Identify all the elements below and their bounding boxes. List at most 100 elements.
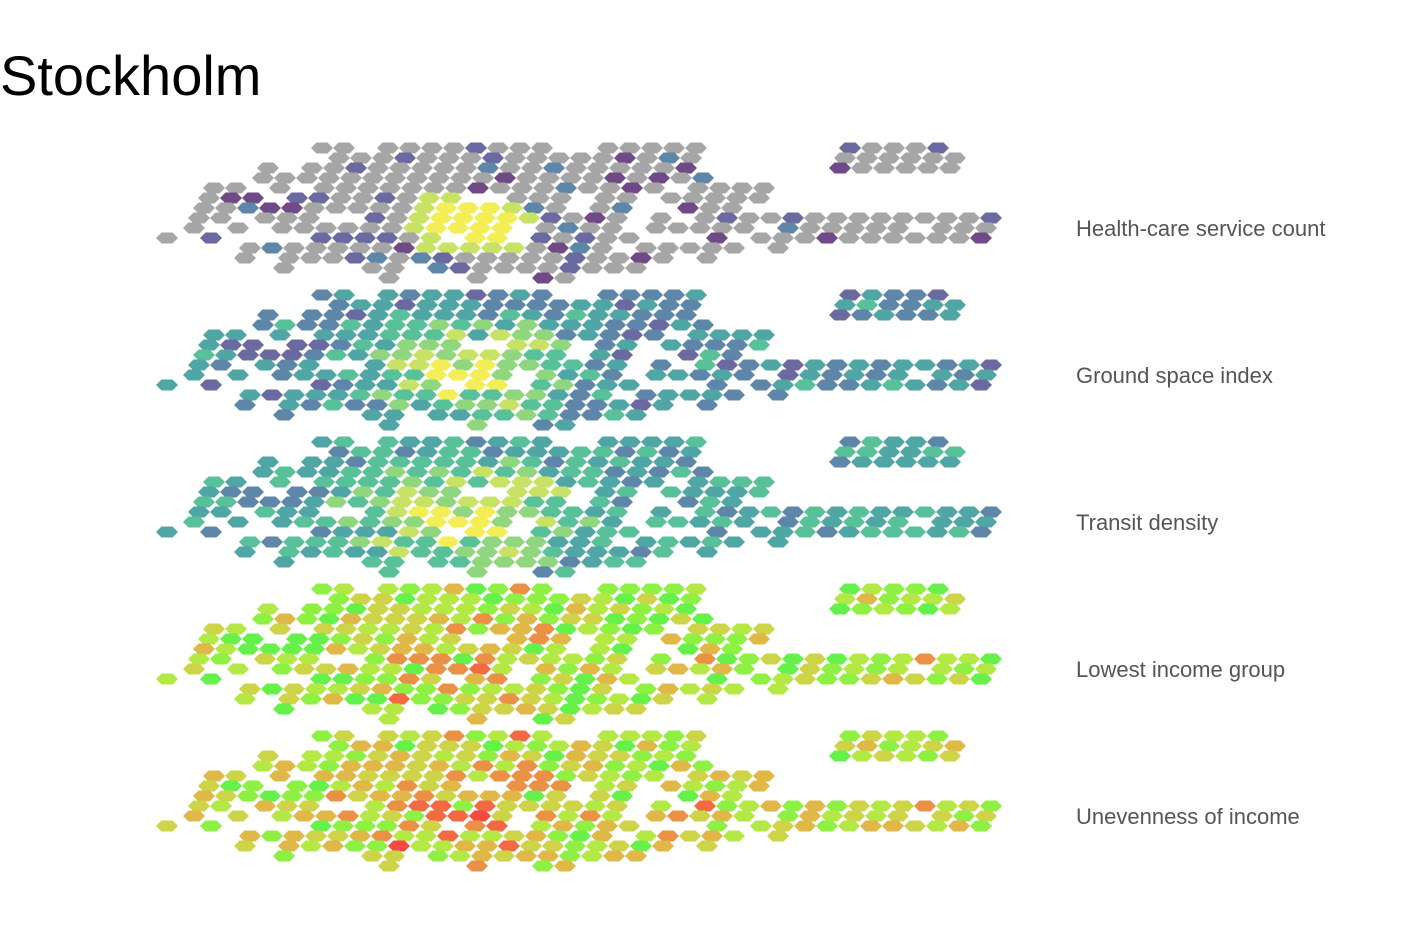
hex-cell (532, 419, 554, 431)
hex-cell (596, 232, 618, 244)
hex-cell (443, 583, 465, 595)
hex-cell (449, 262, 471, 274)
hex-cell (203, 770, 225, 782)
hex-cell (345, 162, 367, 174)
hex-cell (440, 486, 462, 498)
hex-cell (975, 810, 997, 822)
hex-cell (895, 603, 917, 615)
hex-cell (799, 810, 821, 822)
hex-cell (675, 456, 697, 468)
hex-cell (895, 750, 917, 762)
hex-cell (581, 262, 603, 274)
hex-cell (753, 329, 775, 341)
hex-cell (856, 152, 878, 164)
hex-cell (532, 713, 554, 725)
hex-cell (636, 446, 658, 458)
hex-cell (582, 466, 604, 478)
hex-cell (286, 780, 308, 792)
hex-cell (347, 202, 369, 214)
hex-cell (239, 830, 261, 842)
hex-cell (542, 399, 564, 411)
hex-cell (535, 516, 557, 528)
hex-cell (332, 379, 354, 391)
hex-cell (410, 546, 432, 558)
hex-cell (782, 359, 804, 371)
hex-cell (900, 593, 922, 605)
hex-cell (699, 202, 721, 214)
hex-cell (467, 329, 489, 341)
hex-cell (310, 673, 332, 685)
hex-cell (552, 232, 574, 244)
hex-cell (540, 653, 562, 665)
hex-cell (509, 730, 531, 742)
hex-cell (311, 730, 333, 742)
hex-cell (273, 703, 295, 715)
hex-cell (696, 546, 718, 558)
hex-cell (471, 850, 493, 862)
hex-cell (555, 770, 577, 782)
hex-cell (252, 319, 274, 331)
hex-cell (931, 222, 953, 234)
hex-cell (726, 633, 748, 645)
hex-cell (538, 613, 560, 625)
hex-cell (533, 623, 555, 635)
hex-cell (215, 496, 237, 508)
hex-cell (562, 212, 584, 224)
hex-cell (543, 162, 565, 174)
hex-cell (609, 456, 631, 468)
hex-cell (455, 750, 477, 762)
hex-cell (472, 466, 494, 478)
hex-cell (540, 506, 562, 518)
hex-cell (418, 339, 440, 351)
hex-cell (501, 790, 523, 802)
hex-cell (328, 593, 350, 605)
hex-cell (313, 182, 335, 194)
hex-cell (328, 152, 350, 164)
hex-cell (518, 653, 540, 665)
hex-cell (252, 172, 274, 184)
hex-cell (726, 486, 748, 498)
hex-cell (648, 613, 670, 625)
hex-cell (861, 730, 883, 742)
hex-cell (530, 820, 552, 832)
hex-cell (438, 299, 460, 311)
hex-cell (570, 152, 592, 164)
hex-cell (323, 309, 345, 321)
hex-cell (369, 496, 391, 508)
hex-cell (220, 192, 242, 204)
hex-cell (259, 790, 281, 802)
hex-cell (501, 496, 523, 508)
hex-cell (917, 456, 939, 468)
hex-cell (193, 202, 215, 214)
hex-cell (701, 389, 723, 401)
hex-cell (311, 289, 333, 301)
hex-cell (491, 516, 513, 528)
hex-cell (550, 633, 572, 645)
hex-cell (308, 633, 330, 645)
map-layer-lowinc: Lowest income group (156, 583, 1285, 725)
hex-cell (276, 800, 298, 812)
hex-cell (723, 536, 745, 548)
hex-cell (860, 673, 882, 685)
hex-cell (481, 242, 503, 254)
hex-cell (227, 810, 249, 822)
hex-cell (554, 272, 576, 284)
hex-cell (760, 212, 782, 224)
hex-cell (474, 359, 496, 371)
hex-cell (958, 653, 980, 665)
hex-cell (447, 369, 469, 381)
hex-cell (905, 289, 927, 301)
hex-cell (635, 683, 657, 695)
hex-cell (564, 546, 586, 558)
hex-cell (667, 369, 689, 381)
hex-cell (296, 319, 318, 331)
hex-cell (366, 252, 388, 264)
hex-cell (821, 369, 843, 381)
hex-cell (308, 192, 330, 204)
hex-cell (271, 516, 293, 528)
hex-cell (227, 369, 249, 381)
hex-cell (653, 603, 675, 615)
hex-cell (733, 663, 755, 675)
hex-cell (958, 506, 980, 518)
hex-cell (301, 750, 323, 762)
